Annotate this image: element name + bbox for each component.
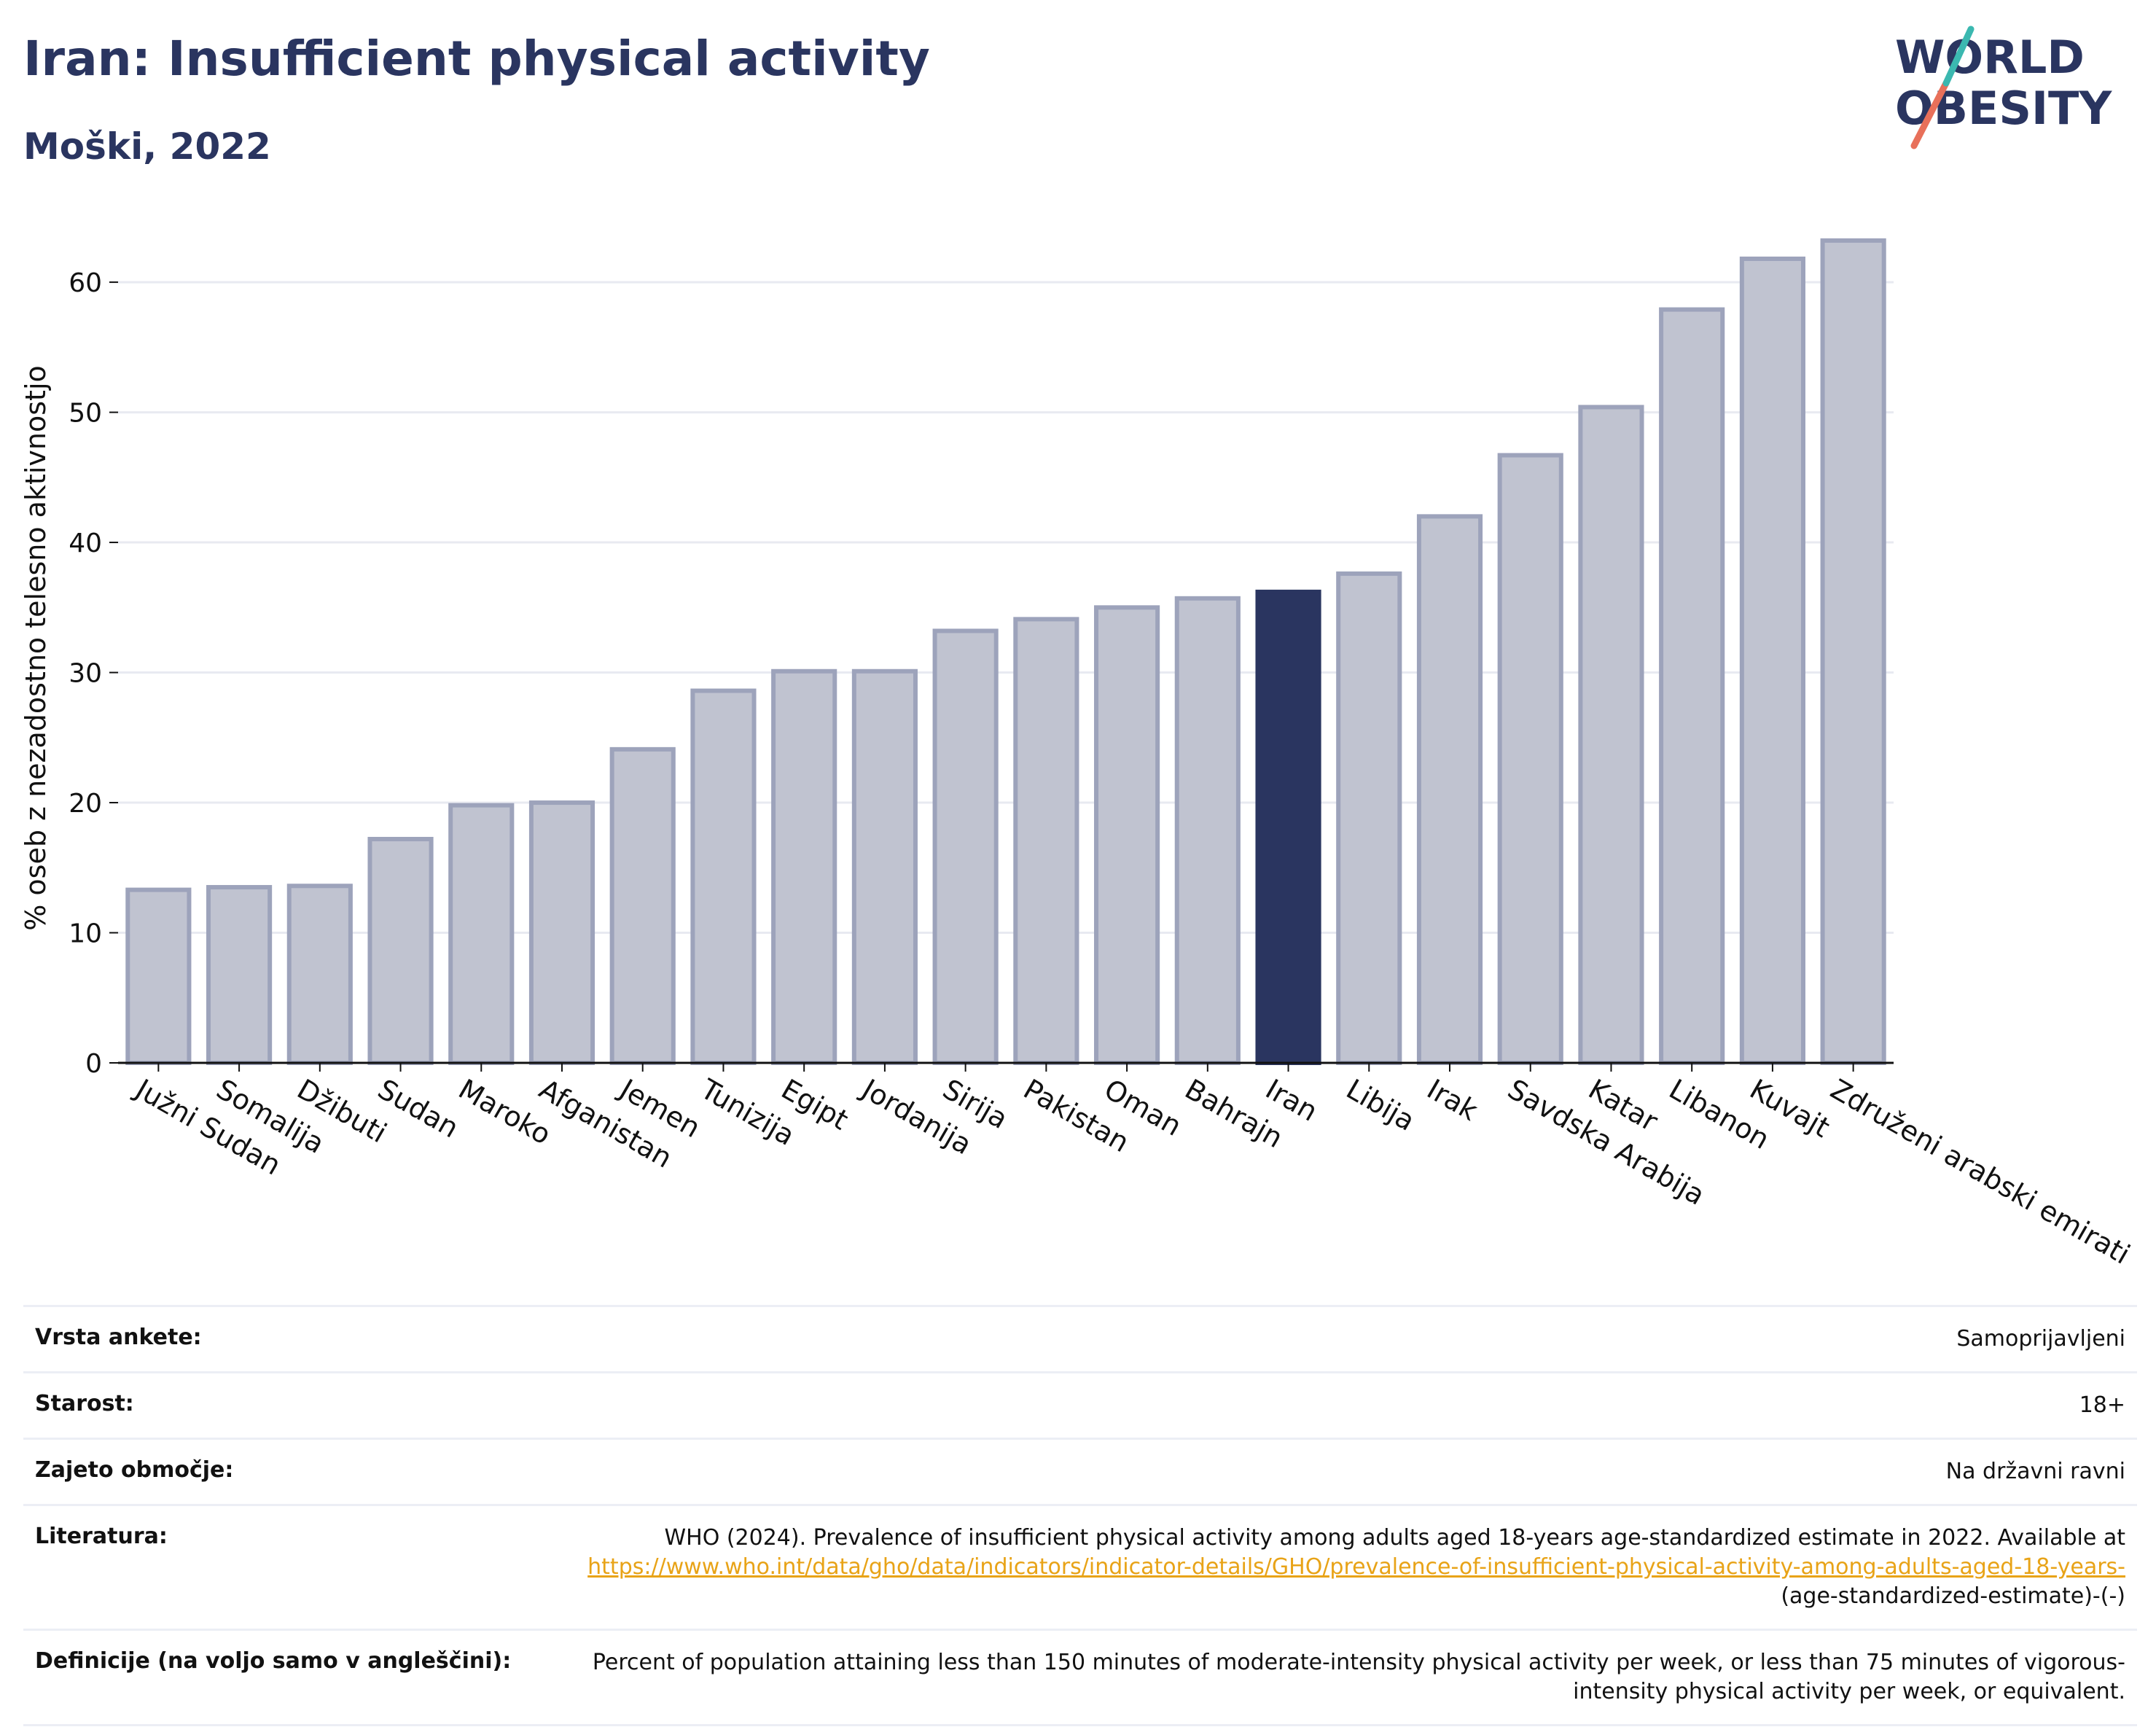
bar bbox=[1578, 405, 1644, 1066]
x-tick-label: Irak bbox=[1422, 1073, 1483, 1127]
bar bbox=[1659, 307, 1725, 1065]
bar bbox=[125, 887, 192, 1066]
bar bbox=[1255, 589, 1321, 1065]
x-tick-label: Združeni arabski emirati bbox=[1825, 1073, 2136, 1271]
reference-value: WHO (2024). Prevalence of insufficient p… bbox=[558, 1524, 2125, 1611]
coverage-value: Na državni ravni bbox=[1945, 1459, 2125, 1484]
metadata-table: Vrsta ankete: Samoprijavljeni Starost: 1… bbox=[23, 1305, 2137, 1726]
age-label: Starost: bbox=[35, 1391, 134, 1416]
reference-text: WHO (2024). Prevalence of insufficient p… bbox=[664, 1525, 2125, 1551]
y-axis-label: % oseb z nezadostno telesno aktivnostjo bbox=[20, 365, 52, 931]
bar bbox=[367, 837, 434, 1065]
bar bbox=[286, 884, 353, 1066]
reference-row: Literatura: WHO (2024). Prevalence of in… bbox=[23, 1504, 2137, 1629]
definition-label: Definicije (na voljo samo v angleščini): bbox=[35, 1648, 512, 1674]
age-value: 18+ bbox=[2079, 1392, 2125, 1418]
bar bbox=[690, 688, 757, 1065]
x-tick-label: Sudan bbox=[372, 1073, 464, 1145]
bar bbox=[1739, 256, 1805, 1066]
bar bbox=[609, 746, 676, 1065]
survey-type-row: Vrsta ankete: Samoprijavljeni bbox=[23, 1305, 2137, 1371]
reference-label: Literatura: bbox=[35, 1524, 168, 1549]
bar bbox=[1416, 514, 1483, 1065]
bars bbox=[125, 238, 1886, 1066]
bar bbox=[1174, 596, 1241, 1065]
reference-suffix: (age-standardized-estimate)-(-) bbox=[1781, 1583, 2125, 1609]
bar bbox=[932, 628, 999, 1065]
survey-type-value: Samoprijavljeni bbox=[1956, 1326, 2125, 1352]
bar bbox=[851, 668, 918, 1065]
x-tick-label: Libija bbox=[1341, 1073, 1421, 1137]
bar bbox=[1820, 238, 1886, 1066]
definition-value: Percent of population attaining less tha… bbox=[592, 1650, 2125, 1704]
bar bbox=[1336, 571, 1402, 1065]
coverage-label: Zajeto območje: bbox=[35, 1457, 234, 1483]
bar bbox=[771, 668, 837, 1065]
reference-link[interactable]: https://www.who.int/data/gho/data/indica… bbox=[587, 1554, 2125, 1580]
bar bbox=[528, 800, 595, 1065]
y-tick-label: 50 bbox=[69, 399, 102, 429]
x-tick-label: Maroko bbox=[453, 1073, 557, 1151]
y-tick-label: 30 bbox=[69, 659, 102, 689]
logo-line1: WORLD bbox=[1895, 31, 2085, 84]
world-obesity-logo: WORLD OBESITY bbox=[1895, 22, 2143, 153]
chart-subtitle: Moški, 2022 bbox=[23, 125, 271, 168]
y-tick-label: 10 bbox=[69, 919, 102, 949]
bar bbox=[1094, 605, 1160, 1065]
y-tick-label: 60 bbox=[69, 268, 102, 298]
world-obesity-logo-graphic: WORLD OBESITY bbox=[1895, 26, 2112, 149]
x-tick-label: Tunizija bbox=[695, 1072, 800, 1152]
y-tick-label: 40 bbox=[69, 529, 102, 558]
survey-type-label: Vrsta ankete: bbox=[35, 1325, 202, 1350]
logo-slash-upper bbox=[1942, 26, 1975, 87]
bar bbox=[448, 803, 515, 1065]
bar bbox=[1497, 453, 1563, 1065]
bar bbox=[1013, 617, 1079, 1065]
chart-title: Iran: Insufficient physical activity bbox=[23, 31, 930, 87]
logo-slash-lower bbox=[1910, 79, 1950, 149]
logo-line2: OBESITY bbox=[1895, 82, 2112, 135]
y-tick-label: 20 bbox=[69, 789, 102, 819]
y-tick-label: 0 bbox=[85, 1049, 102, 1079]
definition-row: Definicije (na voljo samo v angleščini):… bbox=[23, 1629, 2137, 1726]
coverage-row: Zajeto območje: Na državni ravni bbox=[23, 1438, 2137, 1504]
age-row: Starost: 18+ bbox=[23, 1371, 2137, 1438]
bar bbox=[206, 885, 273, 1066]
